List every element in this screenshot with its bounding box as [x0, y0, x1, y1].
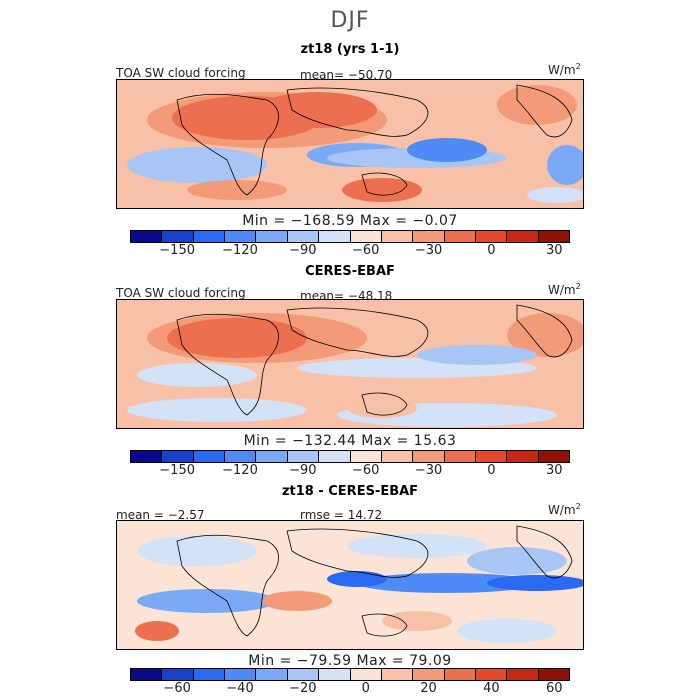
colorbar-cell — [162, 669, 194, 680]
colorbar-tick-label: −120 — [222, 463, 258, 478]
panel-2-minmax: Min = −132.44 Max = 15.63 — [243, 433, 457, 449]
colorbar-cell — [413, 669, 445, 680]
panel-1-title: zt18 (yrs 1-1) — [300, 42, 400, 57]
colorbar-tick-label: −30 — [414, 463, 443, 478]
colorbar-cell — [538, 231, 570, 242]
colorbar-tick-label: 20 — [420, 681, 437, 696]
colorbar-cell — [350, 231, 382, 242]
colorbar-cell — [162, 451, 194, 462]
colorbar-cell — [475, 231, 508, 242]
colorbar-tick-label: 0 — [361, 681, 370, 696]
colorbar-tick-label: 0 — [487, 463, 496, 478]
colorbar-cell — [131, 231, 163, 242]
colorbar-cell — [287, 231, 320, 242]
colorbar-tick-label: −60 — [351, 463, 380, 478]
panel-2-label: TOA SW cloud forcing — [116, 286, 246, 300]
colorbar-cell — [475, 669, 508, 680]
colorbar-cell — [413, 451, 445, 462]
panel-2-title: CERES-EBAF — [305, 264, 395, 279]
colorbar-tick-label: −90 — [289, 243, 317, 258]
panel-2-unit: W/m2 — [548, 282, 581, 297]
colorbar-cell — [162, 231, 194, 242]
colorbar-cell — [381, 451, 414, 462]
colorbar-cell — [287, 451, 320, 462]
colorbar-cell — [256, 669, 288, 680]
colorbar-tick-label: −150 — [159, 463, 195, 478]
panel-3-colorbar — [130, 668, 570, 681]
colorbar-cell — [131, 451, 163, 462]
colorbar-cell — [350, 451, 382, 462]
panel-1-unit: W/m2 — [548, 62, 581, 77]
panel-2-colorbar — [130, 450, 570, 463]
colorbar-cell — [413, 231, 445, 242]
colorbar-cell — [538, 451, 570, 462]
colorbar-tick-label: 60 — [546, 681, 563, 696]
colorbar-cell — [507, 231, 539, 242]
panel-2-map — [116, 299, 584, 429]
colorbar-tick-label: 30 — [546, 463, 563, 478]
colorbar-cell — [319, 231, 351, 242]
panel-3-unit: W/m2 — [548, 502, 581, 517]
panel-3-rmse: rmse = 14.72 — [300, 508, 383, 522]
colorbar-cell — [256, 231, 288, 242]
colorbar-tick-label: −60 — [351, 243, 380, 258]
panel-3-minmax: Min = −79.59 Max = 79.09 — [248, 653, 452, 669]
colorbar-cell — [193, 231, 226, 242]
panel-1-mean: mean= −50.70 — [300, 68, 393, 82]
colorbar-cell — [507, 669, 539, 680]
panel-1-minmax: Min = −168.59 Max = −0.07 — [242, 213, 458, 229]
colorbar-cell — [225, 451, 257, 462]
panel-2-heatmap — [117, 300, 583, 428]
panel-3-title: zt18 - CERES-EBAF — [281, 484, 419, 499]
colorbar-tick-label: −60 — [163, 681, 191, 696]
colorbar-cell — [319, 669, 351, 680]
colorbar-cell — [475, 451, 508, 462]
colorbar-cell — [507, 451, 539, 462]
colorbar-cell — [225, 669, 257, 680]
panel-3-heatmap — [117, 521, 583, 649]
colorbar-cell — [319, 451, 351, 462]
colorbar-tick-label: −20 — [289, 681, 317, 696]
colorbar-tick-label: −40 — [226, 681, 254, 696]
colorbar-tick-label: −150 — [159, 243, 195, 258]
colorbar-tick-label: 40 — [483, 681, 500, 696]
colorbar-tick-label: 0 — [487, 243, 496, 258]
colorbar-cell — [193, 451, 226, 462]
colorbar-cell — [381, 231, 414, 242]
colorbar-cell — [256, 451, 288, 462]
colorbar-cell — [444, 231, 476, 242]
page-title: DJF — [330, 8, 370, 33]
panel-1-colorbar — [130, 230, 570, 243]
panel-1-heatmap — [117, 80, 583, 208]
colorbar-cell — [538, 669, 570, 680]
colorbar-cell — [444, 451, 476, 462]
colorbar-cell — [444, 669, 476, 680]
colorbar-cell — [350, 669, 382, 680]
colorbar-cell — [225, 231, 257, 242]
colorbar-cell — [131, 669, 163, 680]
colorbar-cell — [287, 669, 320, 680]
colorbar-cell — [193, 669, 226, 680]
panel-3-map — [116, 520, 584, 650]
colorbar-cell — [381, 669, 414, 680]
panel-1-label: TOA SW cloud forcing — [116, 66, 246, 80]
colorbar-tick-label: 30 — [546, 243, 563, 258]
colorbar-tick-label: −30 — [414, 243, 443, 258]
panel-1-map — [116, 79, 584, 209]
panel-3-mean: mean = −2.57 — [116, 508, 205, 522]
colorbar-tick-label: −120 — [222, 243, 258, 258]
colorbar-tick-label: −90 — [289, 463, 317, 478]
